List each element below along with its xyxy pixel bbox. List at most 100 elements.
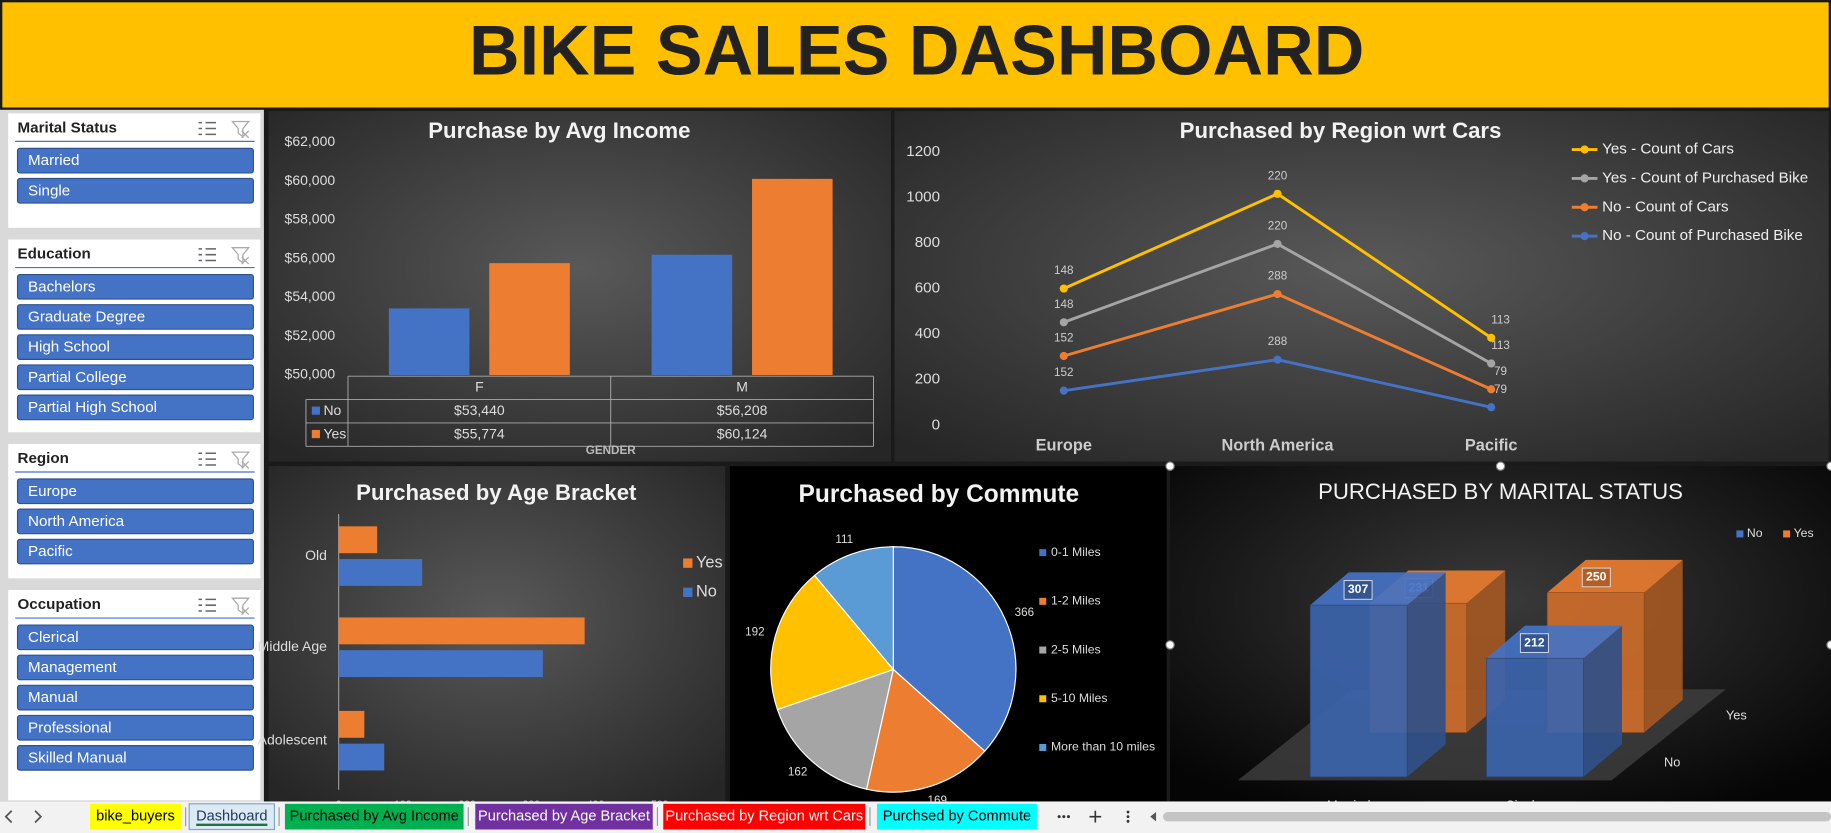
slicer-item-label: Professional [28, 719, 111, 736]
chart-title: Purchased by Age Bracket [356, 480, 637, 505]
data-label-box [1343, 580, 1373, 600]
marker [1487, 385, 1496, 394]
data-label: 111 [835, 533, 853, 546]
x-tick-label: Europe [1036, 437, 1092, 455]
bar [338, 559, 423, 586]
clear-filter-icon[interactable] [231, 597, 251, 615]
y-tick-label: Old [305, 547, 327, 563]
bar-side [1583, 625, 1622, 777]
slicer-item[interactable] [16, 334, 254, 360]
data-label-box [1581, 567, 1611, 588]
legend-label: No [323, 402, 341, 418]
legend-key [1039, 549, 1047, 557]
multi-select-icon[interactable] [198, 452, 217, 466]
multi-select-icon[interactable] [198, 248, 217, 262]
data-label: 212 [1524, 635, 1545, 649]
legend-marker [1580, 203, 1589, 212]
sheet-tab[interactable] [663, 803, 866, 830]
data-label: 152 [1054, 332, 1073, 345]
multi-select-icon[interactable] [198, 598, 217, 612]
slicer-item[interactable] [16, 394, 254, 421]
selection-handle [1495, 461, 1506, 471]
slicer-item-label: Married [28, 152, 79, 169]
pie-slice [813, 546, 894, 672]
sheet-tab[interactable] [475, 803, 653, 830]
slicer-item[interactable] [16, 147, 254, 174]
legend-label: Yes [1794, 526, 1814, 540]
data-label: 79 [1494, 383, 1507, 396]
legend-label: 1-2 Miles [1051, 594, 1101, 608]
pie-slice [865, 668, 986, 793]
data-label: 113 [1491, 313, 1510, 326]
add-sheet[interactable] [1089, 810, 1102, 823]
legend-key [311, 406, 320, 415]
data-label: 148 [1054, 264, 1073, 277]
slicer-item[interactable] [16, 478, 254, 505]
slicer-item[interactable] [16, 273, 254, 300]
slicer-item[interactable] [16, 624, 254, 651]
content: Marital Status Married Single Education Bach… [8, 113, 1831, 813]
sheet-tab-label: Dashboard [196, 809, 267, 825]
slicer-item[interactable] [16, 745, 254, 771]
bar [489, 263, 570, 376]
chart-title: PURCHASED BY MARITAL STATUS [1318, 479, 1683, 504]
y-tick-label: 200 [915, 371, 940, 388]
slicer-title: Occupation [18, 596, 101, 613]
slicer-item[interactable] [16, 304, 254, 330]
slicer-item[interactable] [16, 364, 254, 391]
y-tick-label: Adolescent [258, 731, 327, 747]
legend-marker [1580, 174, 1589, 183]
slicer-title: Region [18, 450, 69, 467]
sheet-tab-label: bike_buyers [96, 809, 175, 825]
sheet-tab[interactable] [89, 803, 181, 830]
y-tick-label: 600 [915, 280, 940, 297]
more-tabs[interactable] [1057, 815, 1070, 819]
y-tick-label: $56,000 [285, 249, 336, 265]
slicer-item-label: High School [28, 339, 110, 356]
multi-select-icon[interactable] [198, 121, 217, 136]
legend-label: No - Count of Cars [1602, 198, 1729, 215]
clear-filter-icon[interactable] [231, 451, 251, 469]
bar-side [1407, 572, 1446, 777]
legend-key [683, 587, 693, 598]
data-label: $60,124 [717, 425, 768, 441]
bar-side [1644, 559, 1683, 733]
chart-title: Purchased by Region wrt Cars [1180, 118, 1502, 143]
slicer-item[interactable] [16, 538, 254, 565]
depth-label: Yes [1726, 708, 1747, 723]
legend-label: More than 10 miles [1051, 740, 1155, 754]
clear-filter-icon[interactable] [231, 247, 251, 265]
slicer-item-label: Bachelors [28, 278, 96, 295]
y-tick-label: 400 [915, 325, 940, 342]
clear-filter-icon[interactable] [231, 120, 251, 139]
slicer-item[interactable] [16, 508, 254, 535]
bar [338, 650, 543, 678]
data-label: 366 [1015, 606, 1034, 619]
sheet-tab[interactable] [876, 803, 1037, 830]
slicer-item-label: Clerical [28, 629, 79, 646]
scrollbar[interactable] [1163, 811, 1831, 822]
chart-title: Purchase by Avg Income [428, 118, 690, 143]
header [2, 2, 1829, 108]
slicer-item[interactable] [16, 177, 254, 204]
sheet-tab[interactable] [284, 803, 464, 830]
slicer-item[interactable] [16, 654, 254, 681]
legend-label: No - Count of Purchased Bike [1602, 227, 1803, 244]
legend-label: Yes - Count of Cars [1602, 141, 1734, 158]
bar [338, 743, 385, 771]
scroll-left[interactable] [4, 810, 13, 824]
slicer-item[interactable] [16, 684, 254, 711]
legend-label: 5-10 Miles [1051, 691, 1108, 705]
data-label: $55,774 [454, 425, 505, 441]
bar [752, 178, 833, 376]
y-tick-label: $60,000 [285, 172, 336, 188]
slicer-item[interactable] [16, 714, 254, 741]
slicer-title: Marital Status [18, 120, 117, 137]
x-tick-label: North America [1222, 437, 1335, 455]
scroll-right[interactable] [34, 810, 43, 824]
sheet-options[interactable] [1126, 810, 1130, 823]
y-tick-label: $52,000 [285, 327, 336, 343]
data-label: 152 [1054, 366, 1073, 379]
legend-key [1039, 597, 1047, 605]
